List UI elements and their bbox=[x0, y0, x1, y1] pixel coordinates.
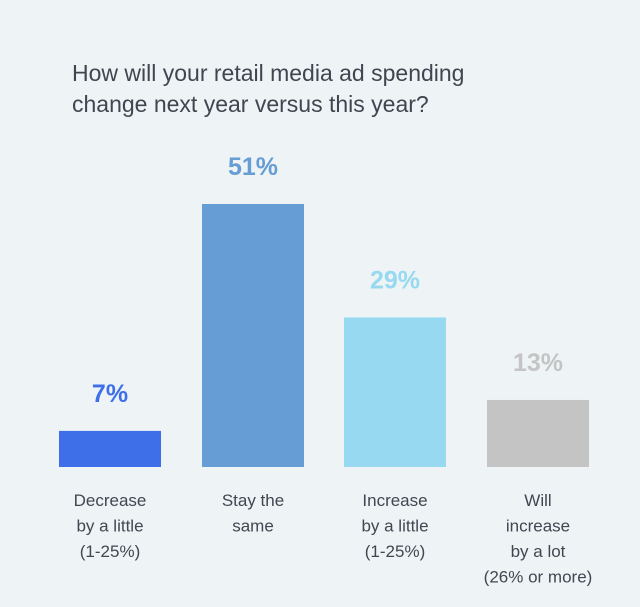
category-label-2-line-1: by a little bbox=[361, 517, 428, 536]
category-label-3-line-1: increase bbox=[506, 517, 570, 536]
value-label-1: 51% bbox=[228, 153, 278, 181]
chart-title-line-1: How will your retail media ad spending bbox=[72, 60, 465, 86]
bar-2 bbox=[344, 317, 446, 467]
chart-title-line-2: change next year versus this year? bbox=[72, 91, 429, 117]
bar-0 bbox=[59, 430, 161, 467]
category-label-3-line-3: (26% or more) bbox=[484, 568, 593, 587]
category-label-2-line-2: (1-25%) bbox=[365, 542, 425, 561]
value-label-0: 7% bbox=[92, 380, 128, 408]
category-label-0-line-2: (1-25%) bbox=[80, 542, 140, 561]
bar-1 bbox=[202, 204, 304, 467]
category-label-3-line-2: by a lot bbox=[511, 542, 566, 561]
category-label-1-line-1: same bbox=[232, 517, 274, 536]
category-label-3-line-0: Will bbox=[524, 491, 551, 510]
chart-title: How will your retail media ad spending c… bbox=[72, 58, 592, 120]
category-label-2-line-0: Increase bbox=[362, 491, 427, 510]
value-label-3: 13% bbox=[513, 349, 563, 377]
category-label-1-line-0: Stay the bbox=[222, 491, 284, 510]
bar-3 bbox=[487, 399, 589, 467]
category-label-0-line-1: by a little bbox=[76, 517, 143, 536]
category-label-0-line-0: Decrease bbox=[74, 491, 147, 510]
value-label-2: 29% bbox=[370, 266, 420, 294]
